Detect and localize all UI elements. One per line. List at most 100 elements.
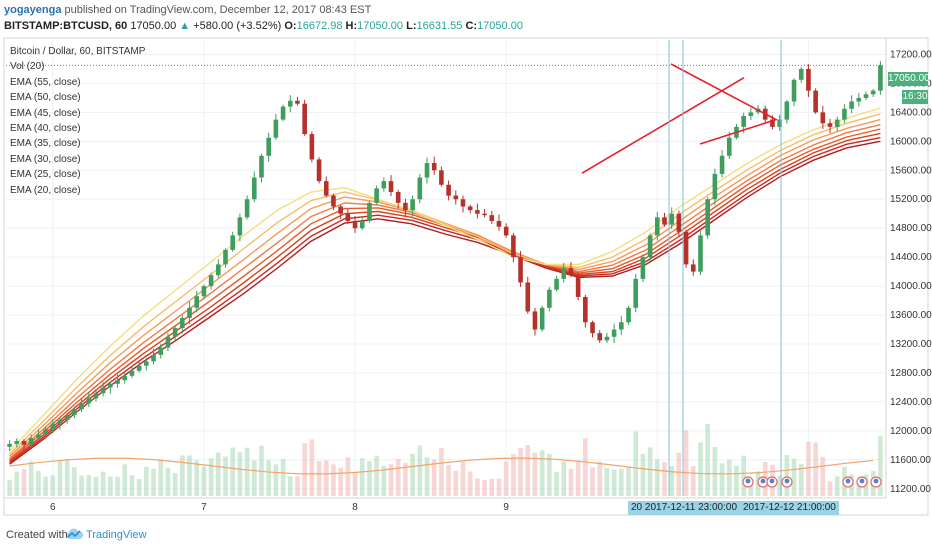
tradingview-brand[interactable]: TradingView <box>86 529 147 541</box>
candle-body[interactable] <box>230 235 235 250</box>
candle-body[interactable] <box>518 257 523 283</box>
candle-body[interactable] <box>482 213 487 216</box>
candle-body[interactable] <box>669 213 674 225</box>
candle-body[interactable] <box>777 119 782 127</box>
legend-volume[interactable]: Vol (20) <box>10 61 45 73</box>
candle-body[interactable] <box>446 184 451 196</box>
candle-body[interactable] <box>57 420 63 424</box>
candle-body[interactable] <box>705 199 710 236</box>
candle-body[interactable] <box>820 112 826 124</box>
candle-body[interactable] <box>467 206 473 211</box>
candle-body[interactable] <box>676 213 682 232</box>
candle-body[interactable] <box>216 264 221 276</box>
candle-body[interactable] <box>194 296 200 308</box>
candle-body[interactable] <box>50 423 56 430</box>
candle-body[interactable] <box>712 173 718 200</box>
candle-body[interactable] <box>827 123 833 127</box>
candle-body[interactable] <box>100 387 106 394</box>
candle-body[interactable] <box>834 119 840 127</box>
candle-body[interactable] <box>496 220 502 227</box>
candle-body[interactable] <box>813 90 818 113</box>
candle-body[interactable] <box>14 440 20 444</box>
candle-body[interactable] <box>280 106 286 120</box>
candle-body[interactable] <box>791 79 797 102</box>
candle-body[interactable] <box>201 286 207 297</box>
candle-body[interactable] <box>842 108 847 120</box>
candle-body[interactable] <box>43 429 48 435</box>
legend-ema-50[interactable]: EMA (50, close) <box>10 92 81 104</box>
candle-body[interactable] <box>266 137 271 156</box>
price-chart[interactable]: 17200.0016800.0016400.0016000.0015600.00… <box>0 0 932 520</box>
candle-body[interactable] <box>21 440 27 445</box>
candle-body[interactable] <box>662 217 667 225</box>
candle-body[interactable] <box>295 100 300 104</box>
candle-body[interactable] <box>108 383 113 388</box>
ema-line[interactable] <box>9 137 881 464</box>
candle-body[interactable] <box>547 289 552 308</box>
candle-body[interactable] <box>352 220 358 229</box>
candle-body[interactable] <box>338 206 343 214</box>
tradingview-cloud-icon[interactable] <box>64 527 84 541</box>
candle-body[interactable] <box>122 375 128 381</box>
candle-body[interactable] <box>223 249 228 265</box>
candle-body[interactable] <box>417 177 423 200</box>
ema-line[interactable] <box>9 132 881 462</box>
candle-body[interactable] <box>165 336 171 348</box>
candle-body[interactable] <box>726 137 732 156</box>
candle-body[interactable] <box>539 307 545 330</box>
candle-body[interactable] <box>136 365 142 371</box>
candle-body[interactable] <box>640 257 646 279</box>
candle-body[interactable] <box>345 213 351 221</box>
candle-body[interactable] <box>359 220 365 229</box>
candle-body[interactable] <box>374 188 379 203</box>
candle-body[interactable] <box>309 134 315 160</box>
ema-line[interactable] <box>9 140 881 465</box>
candles[interactable] <box>7 61 883 452</box>
legend-ema-45[interactable]: EMA (45, close) <box>10 107 81 119</box>
candle-body[interactable] <box>172 328 178 337</box>
candle-body[interactable] <box>806 68 811 91</box>
candle-body[interactable] <box>273 119 279 138</box>
candle-body[interactable] <box>316 159 322 182</box>
candle-body[interactable] <box>453 195 459 200</box>
candle-body[interactable] <box>331 195 336 207</box>
candle-body[interactable] <box>633 278 639 308</box>
candle-body[interactable] <box>719 155 725 174</box>
candle-body[interactable] <box>611 329 617 337</box>
candle-body[interactable] <box>583 296 588 323</box>
candle-body[interactable] <box>698 235 703 272</box>
author-link[interactable]: yogayenga <box>4 4 62 16</box>
candle-body[interactable] <box>64 414 70 420</box>
candle-body[interactable] <box>287 100 293 107</box>
ema-line[interactable] <box>9 113 881 455</box>
candle-body[interactable] <box>187 307 192 318</box>
candle-body[interactable] <box>525 282 531 312</box>
candle-body[interactable] <box>748 112 754 116</box>
candle-body[interactable] <box>7 443 12 447</box>
candle-body[interactable] <box>439 170 444 185</box>
legend-ema-25[interactable]: EMA (25, close) <box>10 169 81 181</box>
candle-body[interactable] <box>604 336 610 341</box>
candle-body[interactable] <box>503 226 509 236</box>
candle-body[interactable] <box>28 438 34 445</box>
candle-body[interactable] <box>849 101 854 109</box>
legend-ema-35[interactable]: EMA (35, close) <box>10 138 81 150</box>
candle-body[interactable] <box>431 163 437 171</box>
candle-body[interactable] <box>770 119 775 127</box>
candle-body[interactable] <box>259 155 264 178</box>
candle-body[interactable] <box>144 361 149 366</box>
candle-body[interactable] <box>683 231 689 265</box>
candle-body[interactable] <box>93 393 99 399</box>
trendline-drawing[interactable] <box>581 77 745 174</box>
candle-body[interactable] <box>424 163 430 178</box>
candle-body[interactable] <box>798 68 804 80</box>
candle-body[interactable] <box>208 275 214 287</box>
candle-body[interactable] <box>367 202 372 221</box>
candle-body[interactable] <box>784 101 790 120</box>
candle-body[interactable] <box>79 403 84 410</box>
candle-body[interactable] <box>489 215 495 221</box>
candle-body[interactable] <box>878 65 883 91</box>
candle-body[interactable] <box>180 317 185 329</box>
candle-body[interactable] <box>655 217 660 236</box>
candle-body[interactable] <box>647 235 653 258</box>
